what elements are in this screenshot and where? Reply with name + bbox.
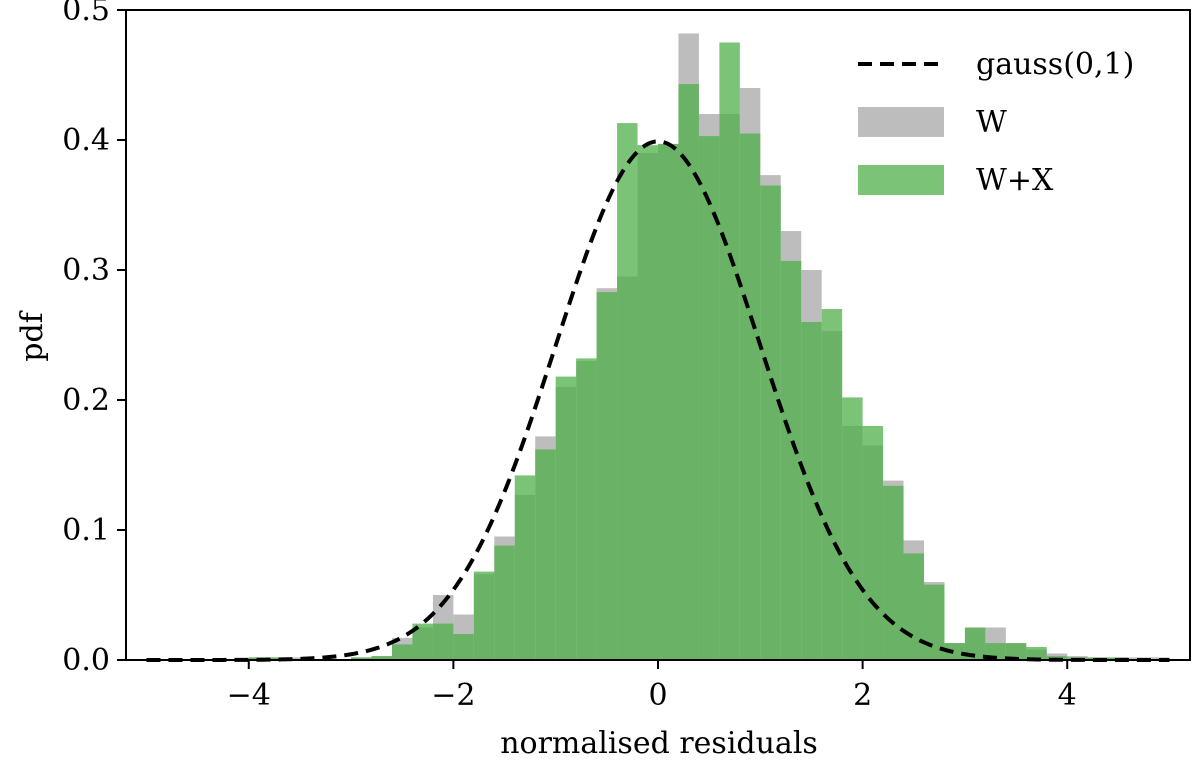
y-tick-label-0: 0.0	[62, 643, 110, 678]
bar-wx-38	[924, 584, 945, 660]
bar-wx-10	[351, 657, 372, 660]
legend-swatch-w-x	[858, 165, 944, 195]
bar-wx-11	[371, 656, 392, 660]
bar-wx-24	[637, 145, 658, 660]
bar-wx-29	[739, 133, 761, 660]
bar-wx-18	[514, 475, 536, 660]
x-axis-label: normalised residuals	[500, 726, 818, 761]
x-tick-label-1: −2	[431, 678, 475, 713]
x-tick-label-4: 4	[1058, 678, 1077, 713]
legend-label-gauss-0-1: gauss(0,1)	[976, 47, 1134, 82]
bar-wx-16	[473, 571, 495, 660]
x-axis: −4 −2 0 2 4	[227, 660, 1077, 713]
bar-wx-15	[453, 634, 474, 660]
bar-wx-37	[903, 553, 924, 660]
y-tick-label-4: 0.4	[62, 123, 110, 158]
bar-wx-13	[412, 623, 433, 660]
y-axis: 0.0 0.1 0.2 0.3 0.4 0.5	[62, 0, 126, 678]
legend: gauss(0,1) W W+X	[858, 47, 1134, 198]
bar-wx-35	[862, 426, 884, 660]
y-axis-label: pdf	[15, 310, 50, 361]
bar-w-7	[289, 657, 311, 660]
legend-swatch-w	[858, 107, 944, 137]
bar-wx-42	[1005, 643, 1027, 660]
bar-wx-28	[719, 42, 740, 660]
legend-label-w: W	[976, 105, 1007, 140]
y-tick-label-2: 0.2	[62, 383, 110, 418]
y-tick-label-3: 0.3	[62, 253, 110, 288]
y-tick-label-5: 0.5	[62, 0, 110, 28]
bar-wx-17	[494, 545, 515, 660]
bar-wx-30	[760, 185, 781, 660]
bar-wx-31	[780, 260, 802, 660]
bar-wx-23	[617, 123, 638, 661]
bar-wx-26	[678, 84, 699, 661]
bar-wx-20	[555, 376, 577, 660]
bar-wx-33	[821, 309, 843, 660]
bar-wx-12	[392, 644, 413, 660]
bar-wx-25	[658, 143, 679, 660]
bar-wx-19	[535, 449, 556, 660]
legend-label-w-x: W+X	[976, 163, 1054, 198]
bar-wx-21	[576, 358, 597, 660]
series-wx-bars	[248, 42, 1129, 661]
bar-wx-22	[596, 292, 618, 660]
bar-wx-27	[698, 136, 720, 661]
x-tick-label-3: 2	[853, 678, 872, 713]
bar-wx-39	[944, 643, 965, 660]
bar-wx-43	[1026, 647, 1047, 660]
bar-wx-40	[964, 627, 986, 660]
x-tick-label-2: 0	[648, 678, 667, 713]
bar-wx-34	[842, 397, 863, 660]
y-tick-label-1: 0.1	[62, 513, 110, 548]
x-tick-label-0: −4	[227, 678, 271, 713]
bar-wx-36	[883, 485, 904, 660]
bar-wx-14	[432, 623, 454, 660]
